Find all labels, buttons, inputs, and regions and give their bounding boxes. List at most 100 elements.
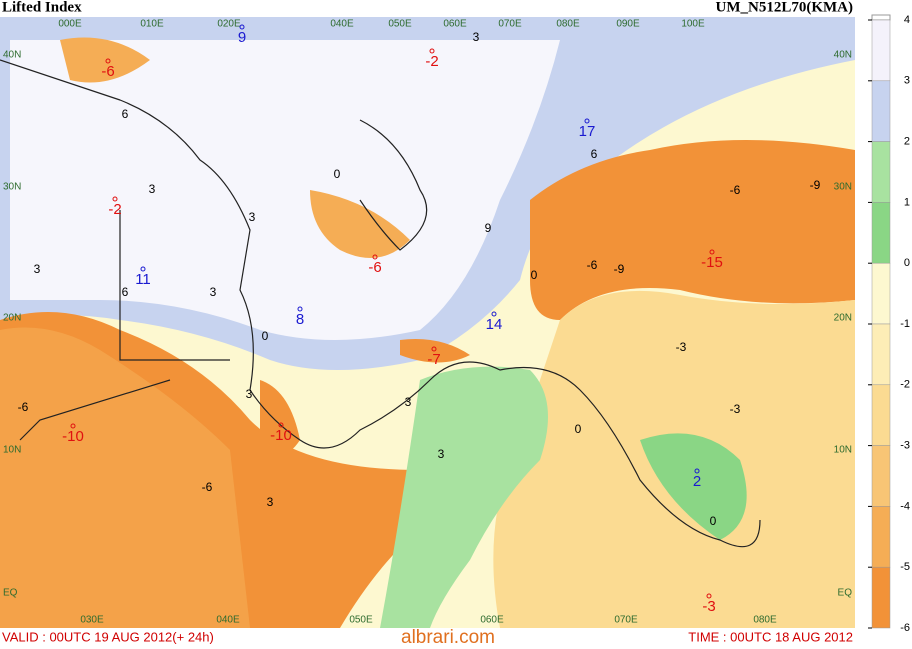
map-labels: 40N 30N 20N 10N EQ 40N 30N 20N 10N EQ 000E 010E 020E…	[3, 19, 852, 626]
longitude-label: 080E	[556, 19, 580, 30]
contour-label: -6	[587, 258, 598, 272]
longitude-label: 060E	[480, 615, 504, 626]
colorbar-top	[871, 14, 891, 21]
longitude-label: 010E	[140, 19, 164, 30]
longitude-label: 020E	[217, 19, 241, 30]
colorbar-segment	[871, 384, 891, 446]
contour-label: 0	[575, 422, 582, 436]
init-time: TIME : 00UTC 18 AUG 2012	[688, 629, 853, 644]
colorbar-label: 1	[904, 196, 910, 208]
extremum-label: 9	[238, 29, 246, 46]
latitude-label: 20N	[3, 313, 21, 324]
extremum-label: 11	[135, 271, 151, 288]
longitude-label: 050E	[349, 615, 373, 626]
colorbar-segment	[871, 323, 891, 386]
contour-label: 3	[149, 182, 156, 196]
extremum-label: -6	[101, 63, 114, 80]
colorbar-segment	[871, 141, 891, 203]
extremum-marker	[706, 593, 712, 599]
latitude-label: 30N	[3, 182, 21, 193]
extremum-label: -15	[701, 254, 723, 271]
colorbar-label: -2	[900, 379, 910, 391]
latitude-label: 30N	[834, 182, 852, 193]
contour-label: -9	[810, 178, 821, 192]
contour-label: 3	[210, 285, 217, 299]
extremum-label: -2	[108, 201, 121, 218]
contour-label: 3	[246, 387, 253, 401]
coastlines	[0, 59, 761, 548]
extremum-marker	[105, 58, 111, 64]
extremum-label: 17	[579, 123, 596, 140]
colorbar-segment	[871, 566, 891, 629]
extremum-marker	[431, 346, 437, 352]
extremum-marker	[709, 249, 715, 255]
contour-label: -3	[676, 340, 687, 354]
contour-label: 9	[485, 221, 492, 235]
latitude-label: EQ	[3, 588, 18, 599]
extremum-marker	[429, 48, 435, 54]
extremum-marker	[297, 306, 303, 312]
colorbar-label: 3	[904, 75, 910, 87]
colorbar-label: -5	[900, 561, 910, 573]
contour-label: -3	[730, 402, 741, 416]
contour-label: 3	[267, 495, 274, 509]
contour-label: 3	[34, 262, 41, 276]
latitude-label: 40N	[834, 50, 852, 61]
extremum-label: 2	[693, 473, 701, 490]
extremum-label: -6	[368, 259, 381, 276]
extremum-marker	[278, 422, 284, 428]
extremum-marker	[239, 24, 245, 30]
contour-label: 6	[122, 285, 129, 299]
colorbar: 4 3 2 1 0 -1 -2 -3 -4 -5 -6	[868, 14, 910, 634]
longitude-label: 000E	[58, 19, 82, 30]
contour-label: 6	[591, 147, 598, 161]
longitude-label: 070E	[614, 615, 638, 626]
latitude-label: 20N	[834, 313, 852, 324]
extremum-label: -2	[425, 53, 438, 70]
valid-time: VALID : 00UTC 19 AUG 2012(+ 24h)	[2, 629, 214, 644]
contour-label: 3	[473, 30, 480, 44]
contour-label: -6	[18, 400, 29, 414]
extremum-marker	[694, 468, 700, 474]
contour-label: 3	[438, 447, 445, 461]
extremum-label: 8	[296, 311, 304, 328]
extremum-label: -10	[270, 427, 292, 444]
latitude-label: EQ	[838, 588, 853, 599]
colorbar-label: -1	[900, 318, 910, 330]
colorbar-label: -6	[900, 622, 910, 634]
colorbar-segment	[871, 202, 891, 264]
longitude-label: 080E	[753, 615, 777, 626]
longitude-label: 040E	[216, 615, 240, 626]
contour-label: 3	[405, 395, 412, 409]
colorbar-label: 2	[904, 136, 910, 148]
extremum-marker	[70, 423, 76, 429]
extremum-marker	[112, 196, 118, 202]
contour-label: -6	[202, 480, 213, 494]
longitude-label: 070E	[498, 19, 522, 30]
model-name: UM_N512L70(KMA)	[716, 0, 853, 15]
longitude-label: 090E	[616, 19, 640, 30]
contour-label: 0	[262, 329, 269, 343]
latitude-label: 10N	[3, 445, 21, 456]
colorbar-segment	[871, 19, 891, 82]
extremum-label: -10	[62, 428, 84, 445]
extremum-marker	[584, 118, 590, 124]
extremum-marker	[140, 266, 146, 272]
extremum-marker	[491, 311, 497, 317]
contour-label: -6	[730, 183, 741, 197]
contour-label: 0	[710, 514, 717, 528]
extremum-marker	[372, 254, 378, 260]
longitude-label: 060E	[443, 19, 467, 30]
colorbar-label: 0	[904, 257, 910, 269]
colorbar-label: -3	[900, 440, 910, 452]
contour-label: 3	[249, 210, 256, 224]
watermark: albrari.com	[401, 627, 495, 648]
longitude-label: 030E	[80, 615, 104, 626]
colorbar-segment	[871, 80, 891, 142]
colorbar-segment	[871, 262, 891, 325]
longitude-label: 100E	[681, 19, 705, 30]
map-background	[0, 17, 855, 628]
longitude-label: 040E	[330, 19, 354, 30]
extremum-label: 14	[486, 316, 503, 333]
